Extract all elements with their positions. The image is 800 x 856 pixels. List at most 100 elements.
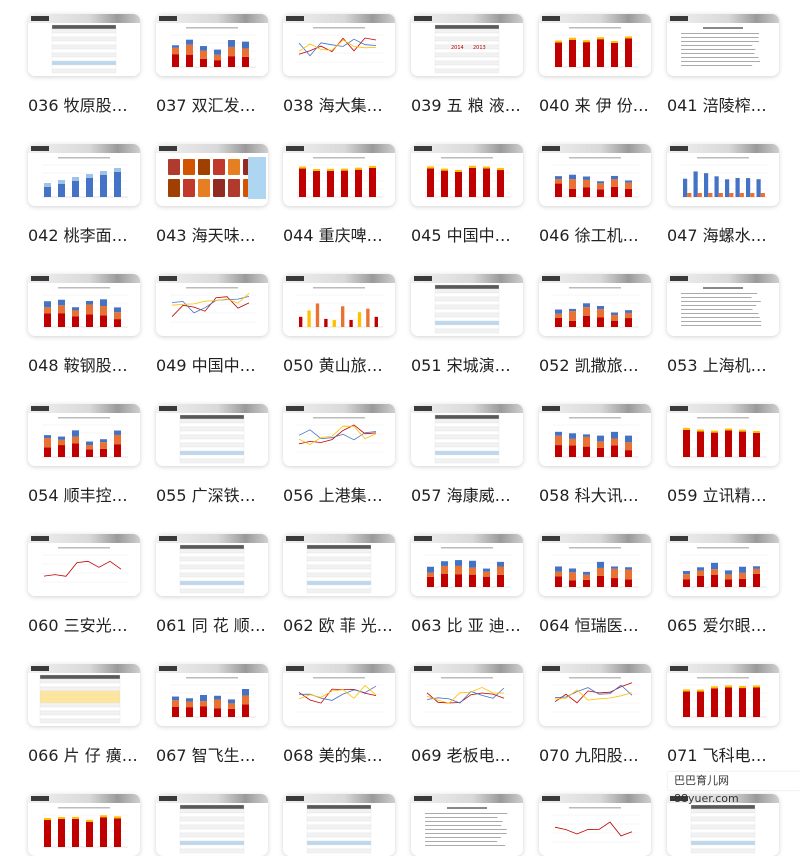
lesson-thumbnail[interactable]	[28, 664, 140, 726]
thumbnail-header-band	[539, 794, 651, 803]
lesson-thumbnail[interactable]	[156, 404, 268, 466]
lesson-title[interactable]: 052 凯撒旅…	[539, 356, 639, 375]
lesson-thumbnail[interactable]: 2014 2013	[411, 14, 523, 76]
lesson-thumbnail[interactable]	[156, 664, 268, 726]
lesson-title[interactable]: 069 老板电…	[411, 746, 511, 765]
lesson-title[interactable]: 059 立讯精…	[667, 486, 767, 505]
lesson-thumbnail[interactable]	[539, 664, 651, 726]
lesson-thumbnail[interactable]	[411, 534, 523, 596]
lesson-title[interactable]: 055 广深铁…	[156, 486, 256, 505]
lesson-thumbnail[interactable]	[667, 404, 779, 466]
thumbnail-header-band	[283, 14, 395, 23]
thumbnail-chart	[42, 807, 128, 848]
lesson-thumbnail[interactable]	[28, 144, 140, 206]
lesson-thumbnail[interactable]	[539, 794, 651, 856]
lesson-thumbnail[interactable]	[411, 274, 523, 336]
lesson-thumbnail[interactable]	[411, 144, 523, 206]
thumbnail-header-band	[283, 404, 395, 413]
lesson-thumbnail[interactable]	[156, 144, 268, 206]
lesson-title[interactable]: 047 海螺水…	[667, 226, 767, 245]
lesson-title[interactable]: 036 牧原股…	[28, 96, 128, 115]
lesson-thumbnail[interactable]	[156, 274, 268, 336]
lesson-title[interactable]: 068 美的集…	[283, 746, 383, 765]
lesson-thumbnail[interactable]	[283, 274, 395, 336]
lesson-title[interactable]: 043 海天味…	[156, 226, 256, 245]
lesson-thumbnail[interactable]	[283, 14, 395, 76]
lesson-title[interactable]: 060 三安光…	[28, 616, 128, 635]
lesson-title[interactable]: 066 片 仔 癀…	[28, 746, 138, 765]
thumbnail-header-band	[539, 14, 651, 23]
lesson-thumbnail[interactable]	[156, 534, 268, 596]
thumbnail-tag	[159, 276, 177, 281]
thumbnail-tag	[542, 666, 560, 671]
lesson-thumbnail[interactable]	[283, 404, 395, 466]
lesson-thumbnail[interactable]	[156, 794, 268, 856]
thumbnail-chart	[681, 677, 767, 718]
lesson-title[interactable]: 053 上海机…	[667, 356, 767, 375]
lesson-thumbnail[interactable]	[283, 144, 395, 206]
lesson-title[interactable]: 065 爱尔眼…	[667, 616, 767, 635]
lesson-thumbnail[interactable]	[283, 664, 395, 726]
lesson-title[interactable]: 056 上港集…	[283, 486, 383, 505]
lesson-title[interactable]: 070 九阳股…	[539, 746, 639, 765]
lesson-thumbnail[interactable]	[539, 534, 651, 596]
lesson-thumbnail[interactable]	[28, 794, 140, 856]
lesson-thumbnail[interactable]	[283, 794, 395, 856]
lesson-thumbnail[interactable]	[667, 14, 779, 76]
lesson-thumbnail[interactable]	[539, 14, 651, 76]
thumbnail-tag	[286, 146, 304, 151]
lesson-title[interactable]: 044 重庆啤…	[283, 226, 383, 245]
lesson-thumbnail[interactable]	[411, 404, 523, 466]
lesson-title[interactable]: 051 宋城演…	[411, 356, 511, 375]
thumbnail-header-band	[539, 664, 651, 673]
lesson-thumbnail[interactable]	[28, 274, 140, 336]
lesson-thumbnail[interactable]	[539, 274, 651, 336]
lesson-title[interactable]: 061 同 花 顺…	[156, 616, 266, 635]
lesson-title[interactable]: 046 徐工机…	[539, 226, 639, 245]
thumbnail-chart	[297, 157, 383, 198]
lesson-title[interactable]: 058 科大讯…	[539, 486, 639, 505]
thumbnail-tag	[31, 16, 49, 21]
lesson-title[interactable]: 067 智飞生…	[156, 746, 256, 765]
lesson-title[interactable]: 037 双汇发…	[156, 96, 256, 115]
lesson-title[interactable]: 063 比 亚 迪…	[411, 616, 521, 635]
thumbnail-header-band	[28, 664, 140, 673]
lesson-title[interactable]: 048 鞍钢股…	[28, 356, 128, 375]
thumbnail-tag	[159, 16, 177, 21]
lesson-title[interactable]: 071 飞科电…	[667, 746, 767, 765]
lesson-title[interactable]: 062 欧 菲 光…	[283, 616, 393, 635]
lesson-thumbnail[interactable]	[539, 404, 651, 466]
lesson-title[interactable]: 064 恒瑞医…	[539, 616, 639, 635]
thumbnail-header-band	[667, 534, 779, 543]
lesson-title[interactable]: 050 黄山旅…	[283, 356, 383, 375]
lesson-thumbnail[interactable]	[28, 534, 140, 596]
lesson-thumbnail[interactable]	[28, 14, 140, 76]
lesson-thumbnail[interactable]	[667, 274, 779, 336]
lesson-title[interactable]: 038 海大集…	[283, 96, 383, 115]
lesson-title[interactable]: 041 涪陵榨…	[667, 96, 767, 115]
lesson-title[interactable]: 057 海康威…	[411, 486, 511, 505]
lesson-thumbnail[interactable]	[28, 404, 140, 466]
lesson-title[interactable]: 040 来 伊 份…	[539, 96, 649, 115]
lesson-title[interactable]: 054 顺丰控…	[28, 486, 128, 505]
lesson-thumbnail[interactable]	[411, 664, 523, 726]
lesson-title[interactable]: 039 五 粮 液…	[411, 96, 521, 115]
lesson-thumbnail[interactable]	[667, 794, 779, 856]
lesson-thumbnail[interactable]	[156, 14, 268, 76]
lesson-title[interactable]: 049 中国中…	[156, 356, 256, 375]
thumbnail-header-band	[156, 144, 268, 153]
thumbnail-chart	[42, 547, 128, 583]
lesson-thumbnail[interactable]	[539, 144, 651, 206]
thumbnail-header-band	[411, 144, 523, 153]
thumbnail-header-band	[156, 404, 268, 413]
thumbnail-chart	[681, 157, 767, 198]
lesson-thumbnail[interactable]	[667, 664, 779, 726]
lesson-title[interactable]: 045 中国中…	[411, 226, 511, 245]
lesson-thumbnail[interactable]	[667, 534, 779, 596]
lesson-thumbnail[interactable]	[283, 534, 395, 596]
thumbnail-tag	[286, 536, 304, 541]
lesson-thumbnail[interactable]	[411, 794, 523, 856]
lesson-title[interactable]: 042 桃李面…	[28, 226, 128, 245]
lesson-thumbnail[interactable]	[667, 144, 779, 206]
thumbnail-chart	[681, 27, 760, 66]
